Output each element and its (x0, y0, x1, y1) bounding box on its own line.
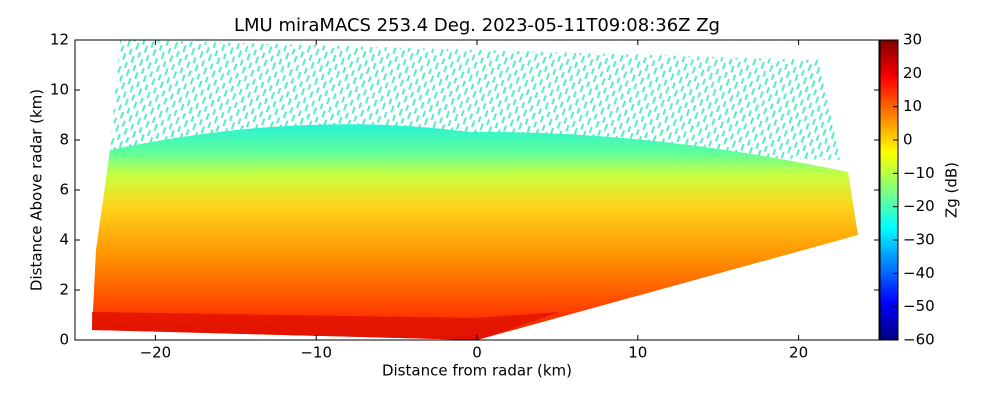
x-tick-label: −20 (140, 344, 172, 362)
colorbar-tick-label: −20 (903, 197, 935, 215)
radar-field (92, 40, 858, 340)
colorbar-label: Zg (dB) (943, 162, 961, 218)
y-tick-label: 0 (59, 331, 69, 349)
chart-title: LMU miraMACS 253.4 Deg. 2023-05-11T09:08… (234, 15, 720, 36)
x-tick-label: 0 (472, 344, 482, 362)
colorbar-tick-label: 0 (903, 131, 913, 149)
y-tick-label: 6 (59, 181, 69, 199)
x-axis-label: Distance from radar (km) (382, 362, 572, 380)
y-tick-label: 10 (50, 81, 69, 99)
x-tick-label: −10 (300, 344, 332, 362)
colorbar-tick-label: −40 (903, 264, 935, 282)
y-axis-label: Distance Above radar (km) (28, 89, 46, 291)
colorbar-tick-label: 30 (903, 31, 922, 49)
y-tick-label: 8 (59, 131, 69, 149)
y-tick-label: 4 (59, 231, 69, 249)
colorbar-tick-label: −50 (903, 297, 935, 315)
colorbar-tick-label: −30 (903, 231, 935, 249)
colorbar-tick-label: 10 (903, 97, 922, 115)
y-tick-label: 2 (59, 281, 69, 299)
low-band (92, 312, 560, 340)
y-tick-label: 12 (50, 31, 69, 49)
colorbar (879, 39, 899, 341)
colorbar-tick-label: −10 (903, 164, 935, 182)
echo-region (92, 124, 858, 340)
colorbar-tick-label: 20 (903, 64, 922, 82)
x-tick-label: 20 (789, 344, 808, 362)
x-tick-label: 10 (628, 344, 647, 362)
colorbar-tick-label: −60 (903, 331, 935, 349)
